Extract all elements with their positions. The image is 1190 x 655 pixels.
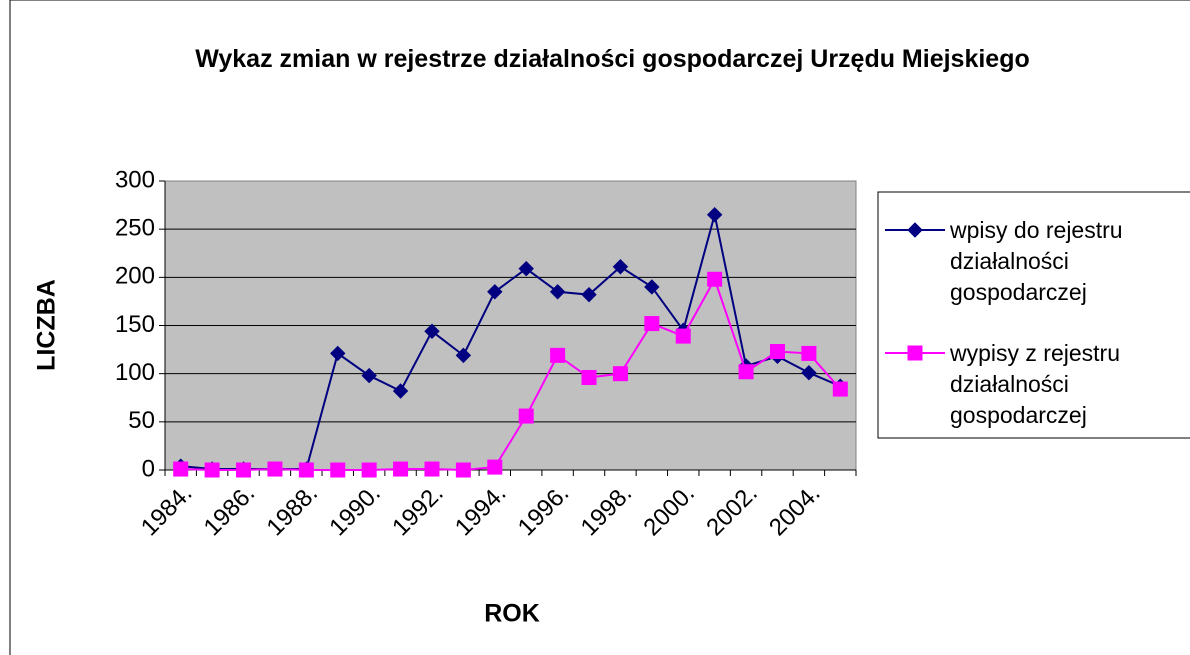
point bbox=[518, 260, 534, 277]
legend-label: wpisy do rejestru działalności gospodarc… bbox=[950, 217, 1123, 305]
point bbox=[832, 381, 848, 397]
point bbox=[204, 462, 220, 478]
point bbox=[267, 461, 283, 477]
point bbox=[361, 462, 377, 478]
point bbox=[518, 408, 534, 424]
point bbox=[550, 347, 566, 363]
point bbox=[644, 279, 660, 295]
point bbox=[173, 461, 189, 477]
y-tick-label: 200 bbox=[115, 263, 155, 290]
point bbox=[236, 462, 252, 478]
point bbox=[581, 370, 597, 386]
point bbox=[706, 207, 723, 223]
point bbox=[487, 459, 503, 475]
point bbox=[424, 323, 440, 339]
y-tick-label: 100 bbox=[115, 359, 155, 386]
point bbox=[549, 284, 566, 300]
legend-box bbox=[877, 191, 1190, 439]
point bbox=[738, 364, 754, 380]
y-axis-label: LICZBA bbox=[33, 279, 61, 371]
point bbox=[330, 345, 346, 362]
point bbox=[707, 271, 723, 287]
point bbox=[801, 345, 817, 361]
point bbox=[330, 462, 346, 478]
point bbox=[581, 286, 597, 303]
series-line bbox=[180, 276, 842, 472]
y-tick-label: 0 bbox=[142, 455, 155, 482]
point bbox=[675, 328, 691, 344]
point bbox=[907, 345, 923, 361]
point bbox=[455, 462, 471, 478]
point bbox=[644, 316, 660, 332]
y-tick-label: 50 bbox=[128, 407, 155, 434]
point bbox=[801, 364, 817, 381]
point bbox=[487, 284, 503, 300]
point bbox=[612, 366, 628, 382]
point bbox=[393, 461, 409, 477]
point bbox=[392, 383, 409, 399]
point bbox=[298, 462, 314, 478]
legend-label: wypisy z rejestru działalności gospodarc… bbox=[950, 340, 1120, 428]
y-tick-label: 150 bbox=[115, 311, 155, 338]
point bbox=[769, 344, 785, 360]
x-axis-label: ROK bbox=[484, 600, 540, 628]
chart-title: Wykaz zmian w rejestrze działalności gos… bbox=[195, 45, 1030, 73]
point bbox=[907, 222, 923, 238]
y-tick-label: 250 bbox=[115, 215, 155, 242]
point bbox=[612, 259, 629, 275]
point bbox=[361, 367, 377, 384]
y-tick-label: 300 bbox=[115, 166, 155, 193]
point bbox=[424, 461, 440, 477]
point bbox=[455, 347, 472, 364]
